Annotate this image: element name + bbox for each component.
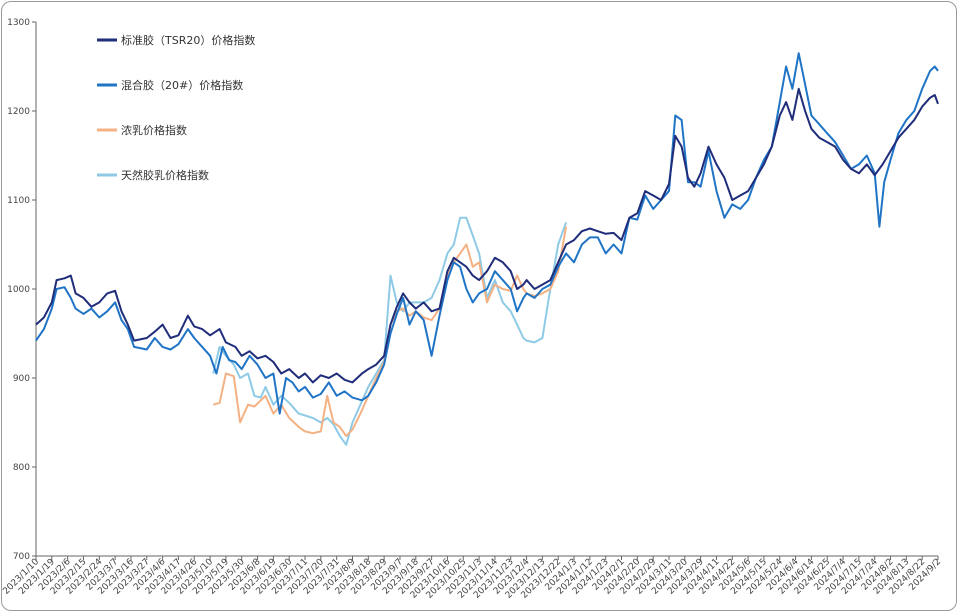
y-tick-label: 900 [13, 374, 30, 384]
chart-axes: 70080090010001100120013002023/1/102023/1… [1, 18, 943, 601]
legend-label: 标准胶（TSR20）价格指数 [121, 33, 255, 47]
y-tick-label: 800 [13, 463, 30, 473]
y-tick-label: 1200 [7, 107, 30, 117]
y-tick-label: 1100 [7, 196, 30, 206]
y-tick-label: 1300 [7, 18, 30, 28]
y-tick-label: 700 [13, 552, 30, 562]
series-line-1 [35, 52, 939, 415]
series-lines [35, 52, 939, 446]
legend-label: 混合胶（20#）价格指数 [121, 78, 243, 92]
series-line-0 [35, 87, 939, 384]
y-tick-label: 1000 [7, 285, 30, 295]
legend-label: 浓乳价格指数 [121, 123, 187, 137]
series-line-3 [212, 216, 568, 446]
legend-label: 天然胶乳价格指数 [121, 168, 209, 182]
